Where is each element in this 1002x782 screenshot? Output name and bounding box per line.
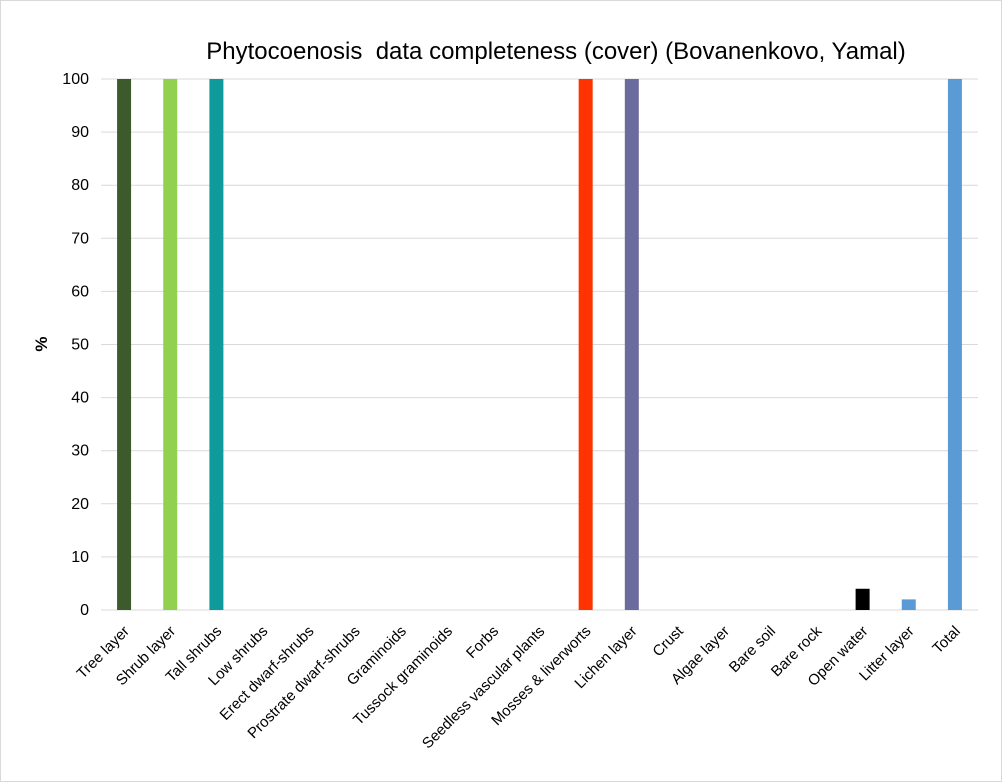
bar [209, 79, 224, 610]
bar [901, 599, 916, 610]
bar [624, 79, 639, 610]
bar [855, 588, 870, 610]
bar [947, 79, 962, 610]
y-tick-labels: 0 10 20 30 40 50 60 70 80 90 100 [62, 71, 89, 619]
y-axis-label: % [32, 336, 51, 351]
x-tick-label: Crust [649, 622, 687, 660]
bar [578, 79, 593, 610]
bars [117, 79, 962, 610]
y-tick-label: 70 [71, 230, 89, 247]
y-tick-label: 30 [71, 443, 89, 460]
y-tick-label: 40 [71, 390, 89, 407]
y-tick-label: 100 [62, 71, 89, 88]
y-tick-label: 10 [71, 549, 89, 566]
bar [163, 79, 178, 610]
gridlines [101, 78, 978, 611]
x-tick-label: Total [929, 623, 963, 657]
x-tick-label: Forbs [463, 623, 502, 662]
y-tick-label: 90 [71, 124, 89, 141]
bar [117, 79, 132, 610]
y-tick-label: 20 [71, 496, 89, 513]
y-tick-label: 80 [71, 177, 89, 194]
y-tick-label: 0 [80, 602, 89, 619]
y-tick-label: 60 [71, 283, 89, 300]
chart-title: Phytocoenosis data completeness (cover) … [206, 38, 905, 65]
y-tick-label: 50 [71, 337, 89, 354]
